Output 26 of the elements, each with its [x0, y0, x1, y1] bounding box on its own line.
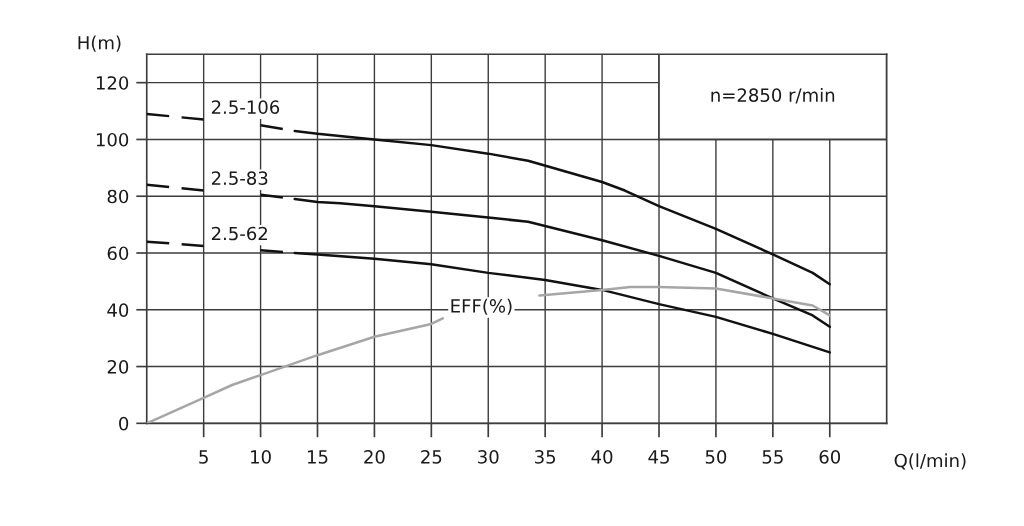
series-label: 2.5-83 [211, 171, 268, 185]
series-label: 2.5-62 [211, 226, 267, 241]
y-axis-title: H(m) [78, 35, 121, 52]
x-tick-label: 10 [251, 450, 271, 464]
annotation: n=2850 r/min [711, 87, 835, 104]
y-tick-label: 100 [96, 132, 129, 147]
x-axis-title: Q(l/min) [894, 453, 966, 470]
y-tick-label: 120 [96, 76, 129, 90]
y-tick-label: 80 [107, 189, 129, 204]
x-tick-label: 50 [705, 450, 727, 464]
x-tick-label: 35 [535, 450, 556, 464]
series-label: EFF(%) [451, 298, 512, 315]
y-tick-label: 60 [107, 246, 129, 261]
x-tick-label: 55 [762, 450, 783, 464]
x-tick-label: 15 [307, 450, 328, 464]
x-tick-label: 5 [199, 450, 208, 464]
y-tick-label: 40 [107, 303, 129, 317]
series-label: 2.5-106 [211, 100, 280, 114]
x-tick-label: 45 [648, 450, 669, 464]
x-tick-label: 25 [421, 450, 442, 464]
x-tick-label: 40 [591, 450, 613, 464]
x-tick-label: 20 [364, 450, 385, 464]
x-tick-label: 60 [819, 450, 841, 464]
x-tick-label: 30 [478, 450, 499, 464]
y-tick-label: 20 [107, 360, 129, 374]
y-tick-label: 0 [119, 416, 129, 431]
